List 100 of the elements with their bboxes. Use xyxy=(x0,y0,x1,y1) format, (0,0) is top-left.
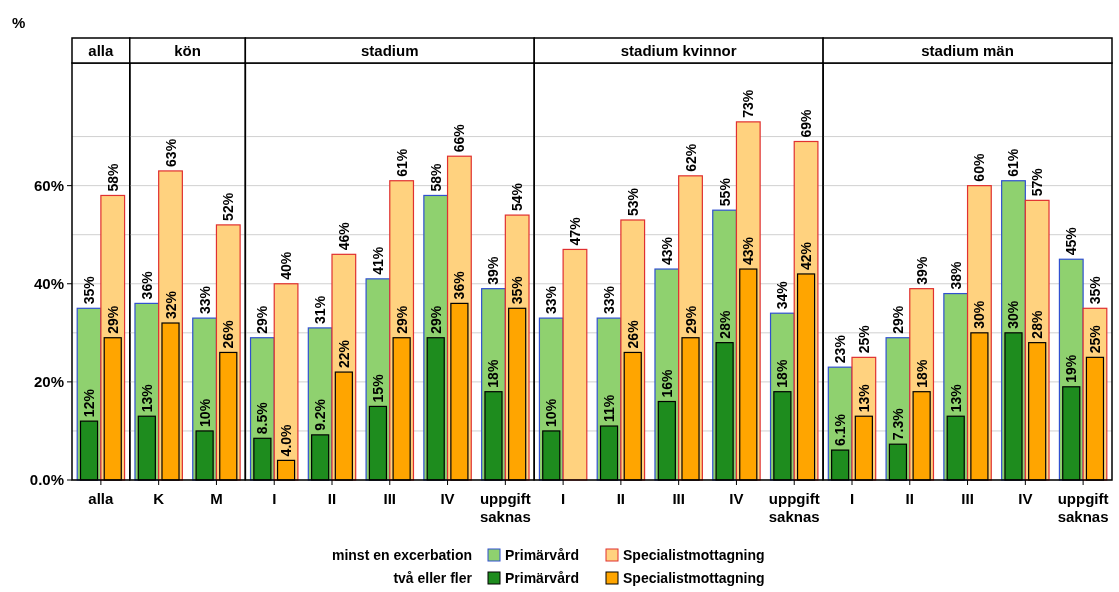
data-label: 13% xyxy=(855,383,872,413)
data-label: 57% xyxy=(1029,167,1046,197)
data-label: 12% xyxy=(81,388,98,418)
data-label: 33% xyxy=(601,285,618,315)
data-label: 10% xyxy=(543,398,560,427)
data-label: 26% xyxy=(220,319,237,349)
data-label: 19% xyxy=(1063,354,1080,383)
data-label: 62% xyxy=(682,143,699,172)
data-label: 31% xyxy=(312,295,329,324)
text: två eller fler xyxy=(393,570,473,586)
legend-label: Primärvård xyxy=(505,547,579,563)
data-label: 10% xyxy=(196,398,213,427)
data-label: 60% xyxy=(971,153,988,182)
data-label: 38% xyxy=(947,261,964,290)
data-label: 35% xyxy=(81,275,98,305)
data-label: 23% xyxy=(832,334,849,364)
y-axis-title: % xyxy=(12,14,26,31)
chart-title: stadium män xyxy=(921,42,1014,59)
data-label: 34% xyxy=(774,280,791,310)
x-tick-label: I xyxy=(272,490,277,507)
y-tick-label: 40% xyxy=(33,274,64,292)
data-label: 26% xyxy=(624,319,641,349)
data-label: 4.0% xyxy=(278,423,295,457)
data-label: 28% xyxy=(1029,310,1046,339)
x-tick-label: IV xyxy=(1018,490,1033,507)
x-tick-label: II xyxy=(616,490,626,507)
data-label: 69% xyxy=(798,108,815,138)
bar xyxy=(562,248,588,481)
chart-title: kön xyxy=(174,42,201,59)
data-label: 46% xyxy=(335,221,352,251)
data-label: 29% xyxy=(393,305,410,334)
data-label: 43% xyxy=(740,236,757,266)
data-label: 16% xyxy=(658,368,675,398)
legend-label: Specialistmottagning xyxy=(623,570,765,586)
data-label: 36% xyxy=(451,270,468,300)
data-label: 8.5% xyxy=(254,401,271,435)
legend-label: Primärvård xyxy=(505,570,579,586)
data-label: 25% xyxy=(1086,324,1103,354)
data-label: 61% xyxy=(1005,148,1022,177)
data-label: 53% xyxy=(624,187,641,216)
data-label: 25% xyxy=(855,324,872,354)
legend-label: Specialistmottagning xyxy=(623,547,765,563)
data-label: 15% xyxy=(369,373,386,403)
data-label: 13% xyxy=(138,383,155,413)
x-tick-label: II xyxy=(327,490,337,507)
chart-title: stadium kvinnor xyxy=(620,42,737,59)
data-label: 29% xyxy=(889,305,906,334)
x-tick-label: uppgift saknas xyxy=(1057,490,1109,525)
data-label: 30% xyxy=(971,300,988,329)
data-label: 61% xyxy=(393,148,410,177)
data-label: 18% xyxy=(485,359,502,388)
y-tick-label: 60% xyxy=(33,176,64,194)
data-label: 63% xyxy=(162,138,179,167)
chart-title: stadium xyxy=(361,42,419,59)
data-label: 55% xyxy=(716,177,733,207)
data-label: 58% xyxy=(104,162,121,192)
data-label: 29% xyxy=(254,305,271,334)
x-tick-label: M xyxy=(210,490,223,507)
data-label: 66% xyxy=(451,123,468,153)
data-label: 33% xyxy=(543,285,560,315)
data-label: 6.1% xyxy=(832,413,849,447)
data-label: 41% xyxy=(369,246,386,275)
bar xyxy=(273,283,299,481)
data-label: 47% xyxy=(566,216,583,246)
data-label: 35% xyxy=(1086,275,1103,305)
data-label: 22% xyxy=(335,339,352,369)
data-label: 29% xyxy=(427,305,444,334)
x-tick-label: K xyxy=(153,490,165,507)
data-label: 28% xyxy=(716,310,733,339)
data-label: 52% xyxy=(220,192,237,221)
data-label: 18% xyxy=(774,359,791,388)
text: minst en excerbation xyxy=(331,547,472,563)
data-label: 30% xyxy=(1005,300,1022,329)
x-tick-label: III xyxy=(383,490,397,507)
data-label: 54% xyxy=(509,182,526,212)
data-label: 18% xyxy=(913,359,930,388)
data-label: 39% xyxy=(485,256,502,285)
x-tick-label: II xyxy=(905,490,914,507)
data-label: 11% xyxy=(601,394,618,423)
data-label: 9.2% xyxy=(312,398,329,431)
x-tick-label: I xyxy=(849,490,855,507)
data-label: 58% xyxy=(427,162,444,192)
data-label: 33% xyxy=(196,285,213,315)
data-label: 39% xyxy=(913,256,930,285)
data-label: 43% xyxy=(658,236,675,266)
data-label: 36% xyxy=(138,270,155,300)
y-tick-label: 20% xyxy=(33,372,64,390)
x-tick-label: I xyxy=(561,490,566,507)
data-label: 40% xyxy=(278,251,295,280)
data-label: 35% xyxy=(509,275,526,305)
data-label: 7.3% xyxy=(889,407,906,441)
data-label: 45% xyxy=(1063,226,1080,256)
data-label: 73% xyxy=(740,89,757,118)
x-tick-label: IV xyxy=(729,490,744,507)
x-tick-label: III xyxy=(672,490,685,507)
x-tick-label: III xyxy=(961,490,974,507)
x-tick-label: uppgift saknas xyxy=(768,490,820,525)
data-label: 13% xyxy=(947,383,964,413)
data-label: 29% xyxy=(682,305,699,334)
x-tick-label: uppgift saknas xyxy=(479,490,531,525)
